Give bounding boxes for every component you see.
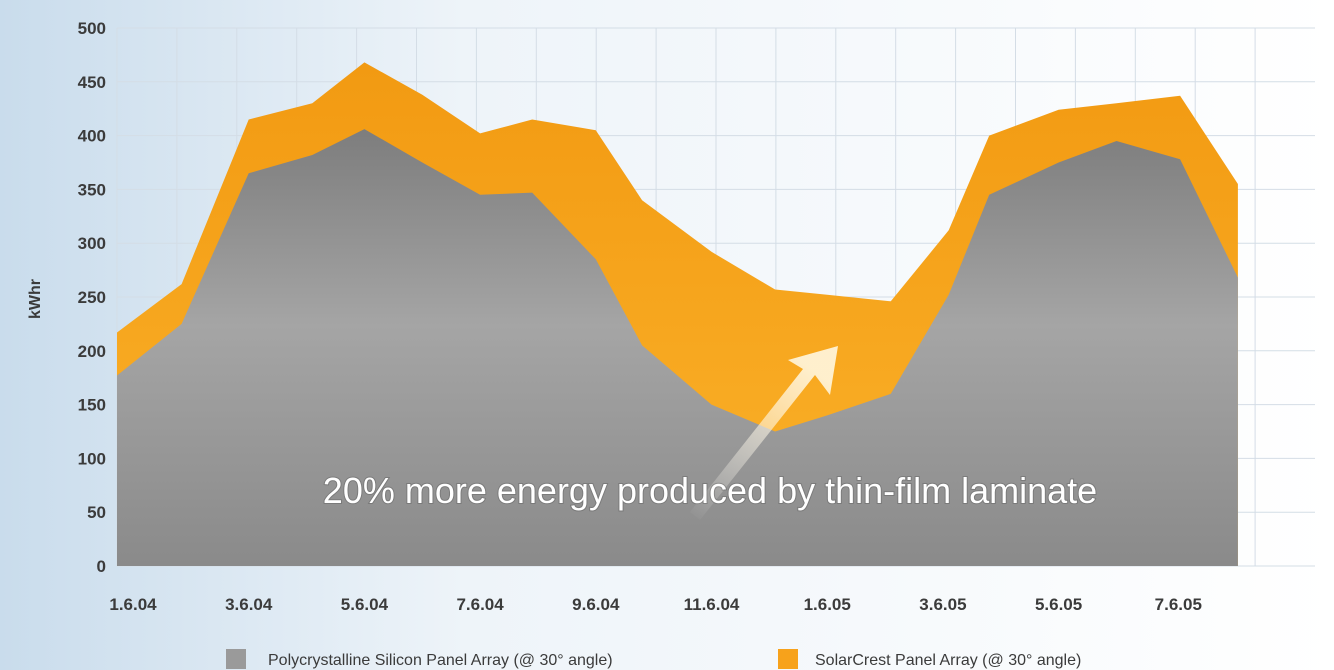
y-axis-label: kWhr bbox=[27, 279, 44, 319]
y-tick-label: 350 bbox=[78, 180, 106, 199]
x-tick-label: 11.6.04 bbox=[684, 595, 740, 614]
x-tick-label: 1.6.05 bbox=[804, 595, 851, 614]
x-tick-label: 3.6.04 bbox=[225, 595, 273, 614]
y-tick-label: 450 bbox=[78, 73, 106, 92]
x-tick-label: 7.6.04 bbox=[456, 595, 504, 614]
legend-swatch-polycrystalline bbox=[226, 649, 246, 669]
x-tick-label: 3.6.05 bbox=[919, 595, 966, 614]
x-tick-label: 5.6.04 bbox=[341, 595, 389, 614]
y-axis-ticks: 0 50 100 150 200 250 300 350 400 450 500 bbox=[78, 19, 106, 576]
annotation-text: 20% more energy produced by thin-film la… bbox=[323, 470, 1097, 511]
y-tick-label: 300 bbox=[78, 234, 106, 253]
series-areas bbox=[117, 62, 1238, 567]
y-tick-label: 500 bbox=[78, 19, 106, 38]
legend-label-polycrystalline: Polycrystalline Silicon Panel Array (@ 3… bbox=[268, 652, 613, 669]
y-tick-label: 0 bbox=[97, 557, 106, 576]
legend: Polycrystalline Silicon Panel Array (@ 3… bbox=[226, 649, 1081, 669]
x-tick-label: 1.6.04 bbox=[109, 595, 157, 614]
series-area-polycrystalline bbox=[117, 129, 1238, 566]
x-tick-label: 5.6.05 bbox=[1035, 595, 1082, 614]
y-tick-label: 200 bbox=[78, 342, 106, 361]
y-tick-label: 150 bbox=[78, 396, 106, 415]
x-axis-ticks: 1.6.04 3.6.04 5.6.04 7.6.04 9.6.04 11.6.04 1.6… bbox=[109, 595, 1202, 614]
x-tick-label: 7.6.05 bbox=[1155, 595, 1202, 614]
annotation-arrow-icon bbox=[690, 346, 838, 520]
y-tick-label: 50 bbox=[87, 503, 106, 522]
legend-label-solarcrest: SolarCrest Panel Array (@ 30° angle) bbox=[815, 652, 1081, 669]
y-tick-label: 250 bbox=[78, 288, 106, 307]
x-tick-label: 9.6.04 bbox=[572, 595, 620, 614]
legend-swatch-solarcrest bbox=[778, 649, 798, 669]
y-tick-label: 400 bbox=[78, 127, 106, 146]
y-tick-label: 100 bbox=[78, 449, 106, 468]
